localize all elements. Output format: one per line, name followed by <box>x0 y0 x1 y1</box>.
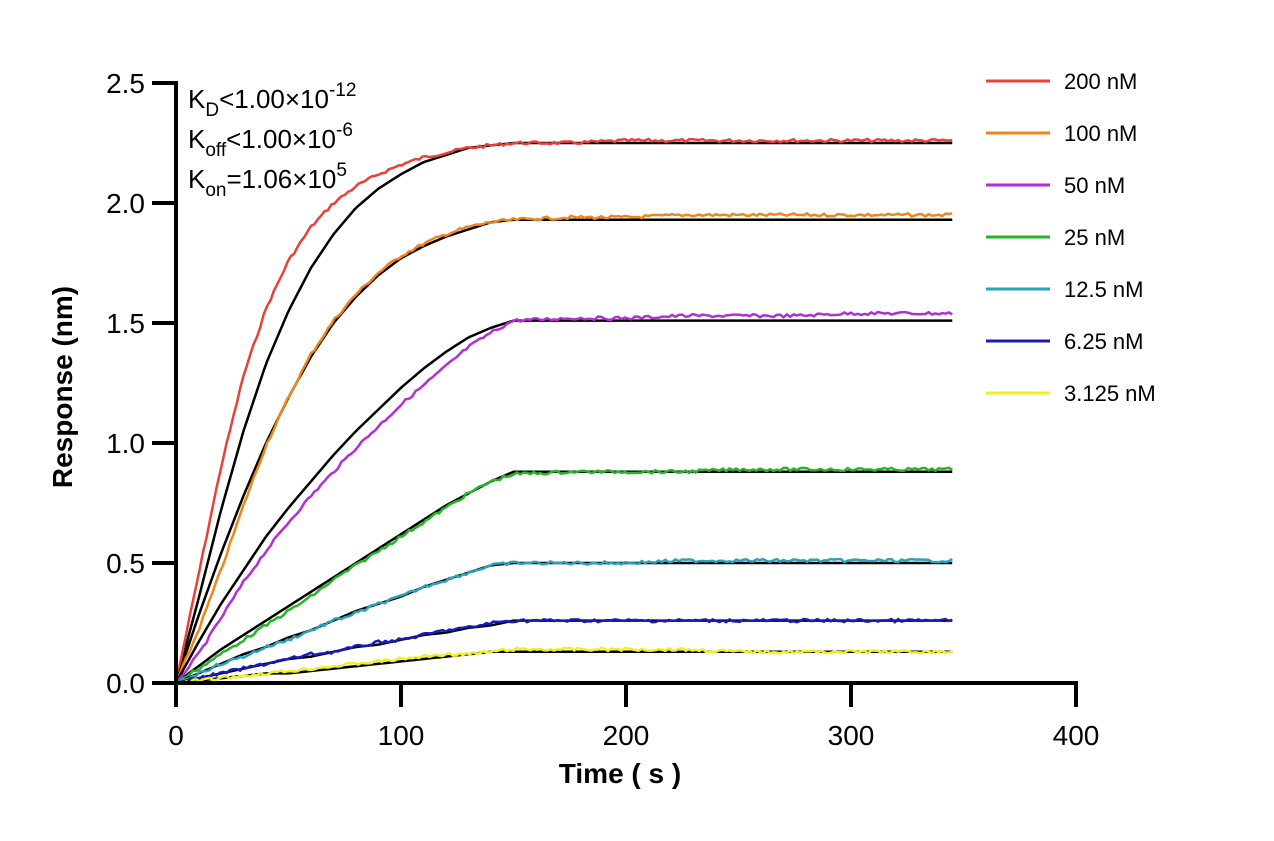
x-axis-ticks: 0 100 200 300 400 <box>168 683 1099 751</box>
kinetic-constant-text: Koff<1.00×10-6 <box>188 120 353 161</box>
kinetic-constant-text: KD<1.00×10-12 <box>188 80 356 121</box>
y-tick-label: 1.0 <box>106 428 145 459</box>
y-tick-label: 2.0 <box>106 188 145 219</box>
fit-curve <box>174 141 953 684</box>
y-tick-label: 0.0 <box>106 668 145 699</box>
x-tick-label: 0 <box>168 720 184 751</box>
legend-label: 50 nM <box>1064 173 1125 198</box>
x-tick-label: 100 <box>378 720 425 751</box>
x-tick-label: 200 <box>603 720 650 751</box>
series-line <box>174 211 953 684</box>
x-axis-label: Time ( s ) <box>559 758 681 789</box>
legend-label: 3.125 nM <box>1064 381 1156 406</box>
series-line <box>175 557 953 685</box>
legend-label: 12.5 nM <box>1064 277 1144 302</box>
legend-item: 50 nM <box>986 173 1125 198</box>
kinetic-constant-text: Kon=1.06×105 <box>188 160 347 201</box>
x-tick-label: 300 <box>828 720 875 751</box>
legend-label: 200 nM <box>1064 69 1137 94</box>
plot-curves <box>174 137 953 685</box>
series-line <box>175 646 953 685</box>
legend-item: 100 nM <box>986 121 1137 146</box>
y-axis-ticks: 0.0 0.5 1.0 1.5 2.0 2.5 <box>106 68 176 699</box>
legend-item: 6.25 nM <box>986 329 1144 354</box>
legend-label: 100 nM <box>1064 121 1137 146</box>
fit-curve <box>174 218 953 684</box>
x-tick-label: 400 <box>1053 720 1100 751</box>
series-line <box>175 310 953 684</box>
series-line <box>175 617 953 685</box>
legend-label: 25 nM <box>1064 225 1125 250</box>
fit-curve <box>175 470 953 685</box>
y-tick-label: 1.5 <box>106 308 145 339</box>
legend-label: 6.25 nM <box>1064 329 1144 354</box>
legend-item: 3.125 nM <box>986 381 1156 406</box>
y-axis-label: Response (nm) <box>47 286 78 488</box>
series-line <box>174 137 953 684</box>
fit-curve <box>174 319 953 684</box>
legend: 200 nM 100 nM 50 nM 25 nM 12.5 nM 6.25 nM 3.12… <box>986 69 1156 406</box>
fit-curve <box>175 561 953 685</box>
y-tick-label: 0.5 <box>106 548 145 579</box>
y-tick-label: 2.5 <box>106 68 145 99</box>
legend-item: 25 nM <box>986 225 1125 250</box>
legend-item: 200 nM <box>986 69 1137 94</box>
series-line <box>175 466 953 685</box>
legend-item: 12.5 nM <box>986 277 1144 302</box>
